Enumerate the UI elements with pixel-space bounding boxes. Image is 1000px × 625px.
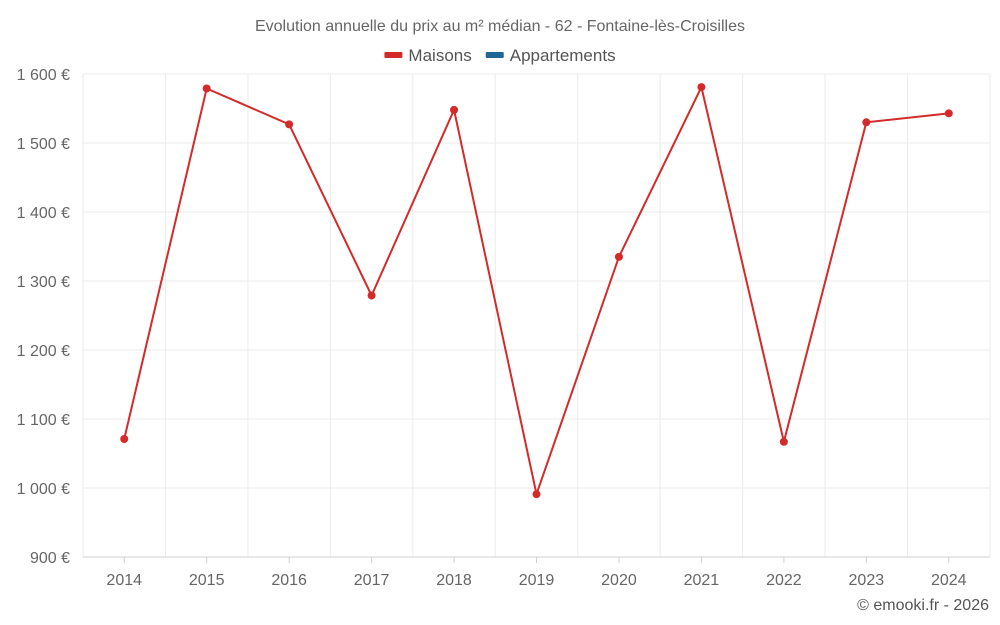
data-point: [697, 83, 706, 92]
y-tick-label: 1 400 €: [17, 205, 70, 222]
series-layer: [120, 83, 953, 499]
x-tick-label: 2018: [436, 572, 472, 589]
grid: [82, 73, 991, 557]
x-tick-label: 2022: [766, 572, 802, 589]
legend-swatch: [485, 52, 504, 58]
chart-title: Evolution annuelle du prix au m² médian …: [255, 18, 745, 35]
x-tick-label: 2023: [849, 572, 885, 589]
x-tick-label: 2016: [271, 572, 307, 589]
data-point: [202, 84, 211, 93]
x-tick-label: 2014: [106, 572, 142, 589]
x-tick-label: 2019: [519, 572, 555, 589]
x-tick-label: 2020: [601, 572, 637, 589]
legend: Maisons Appartements: [384, 46, 616, 65]
data-point: [367, 291, 376, 300]
legend-entry: Maisons: [384, 46, 472, 65]
data-point: [532, 490, 541, 499]
y-tick-label: 1 300 €: [17, 274, 70, 291]
x-tick-label: 2021: [684, 572, 720, 589]
x-tick-label: 2024: [931, 572, 967, 589]
y-tick-label: 1 600 €: [17, 67, 70, 84]
data-point: [450, 105, 459, 114]
data-point: [779, 437, 788, 446]
data-point: [120, 435, 129, 444]
legend-swatch: [384, 52, 403, 58]
x-tick-label: 2015: [189, 572, 225, 589]
legend-label: Maisons: [408, 46, 471, 65]
y-tick-label: 900 €: [30, 550, 70, 567]
legend-label: Appartements: [510, 46, 616, 65]
legend-entry: Appartements: [485, 46, 616, 65]
axes: 900 € 1 000 € 1 100 € 1 200 € 1 300 € 1 400 €…: [17, 67, 990, 589]
y-tick-label: 1 200 €: [17, 343, 70, 360]
data-point: [862, 118, 871, 127]
credit-text: © emooki.fr - 2026: [857, 597, 989, 614]
data-point: [614, 252, 623, 261]
y-tick-label: 1 000 €: [17, 481, 70, 498]
data-point: [285, 120, 294, 129]
x-tick-label: 2017: [354, 572, 390, 589]
y-tick-label: 1 100 €: [17, 412, 70, 429]
y-tick-label: 1 500 €: [17, 136, 70, 153]
data-point: [944, 109, 953, 118]
